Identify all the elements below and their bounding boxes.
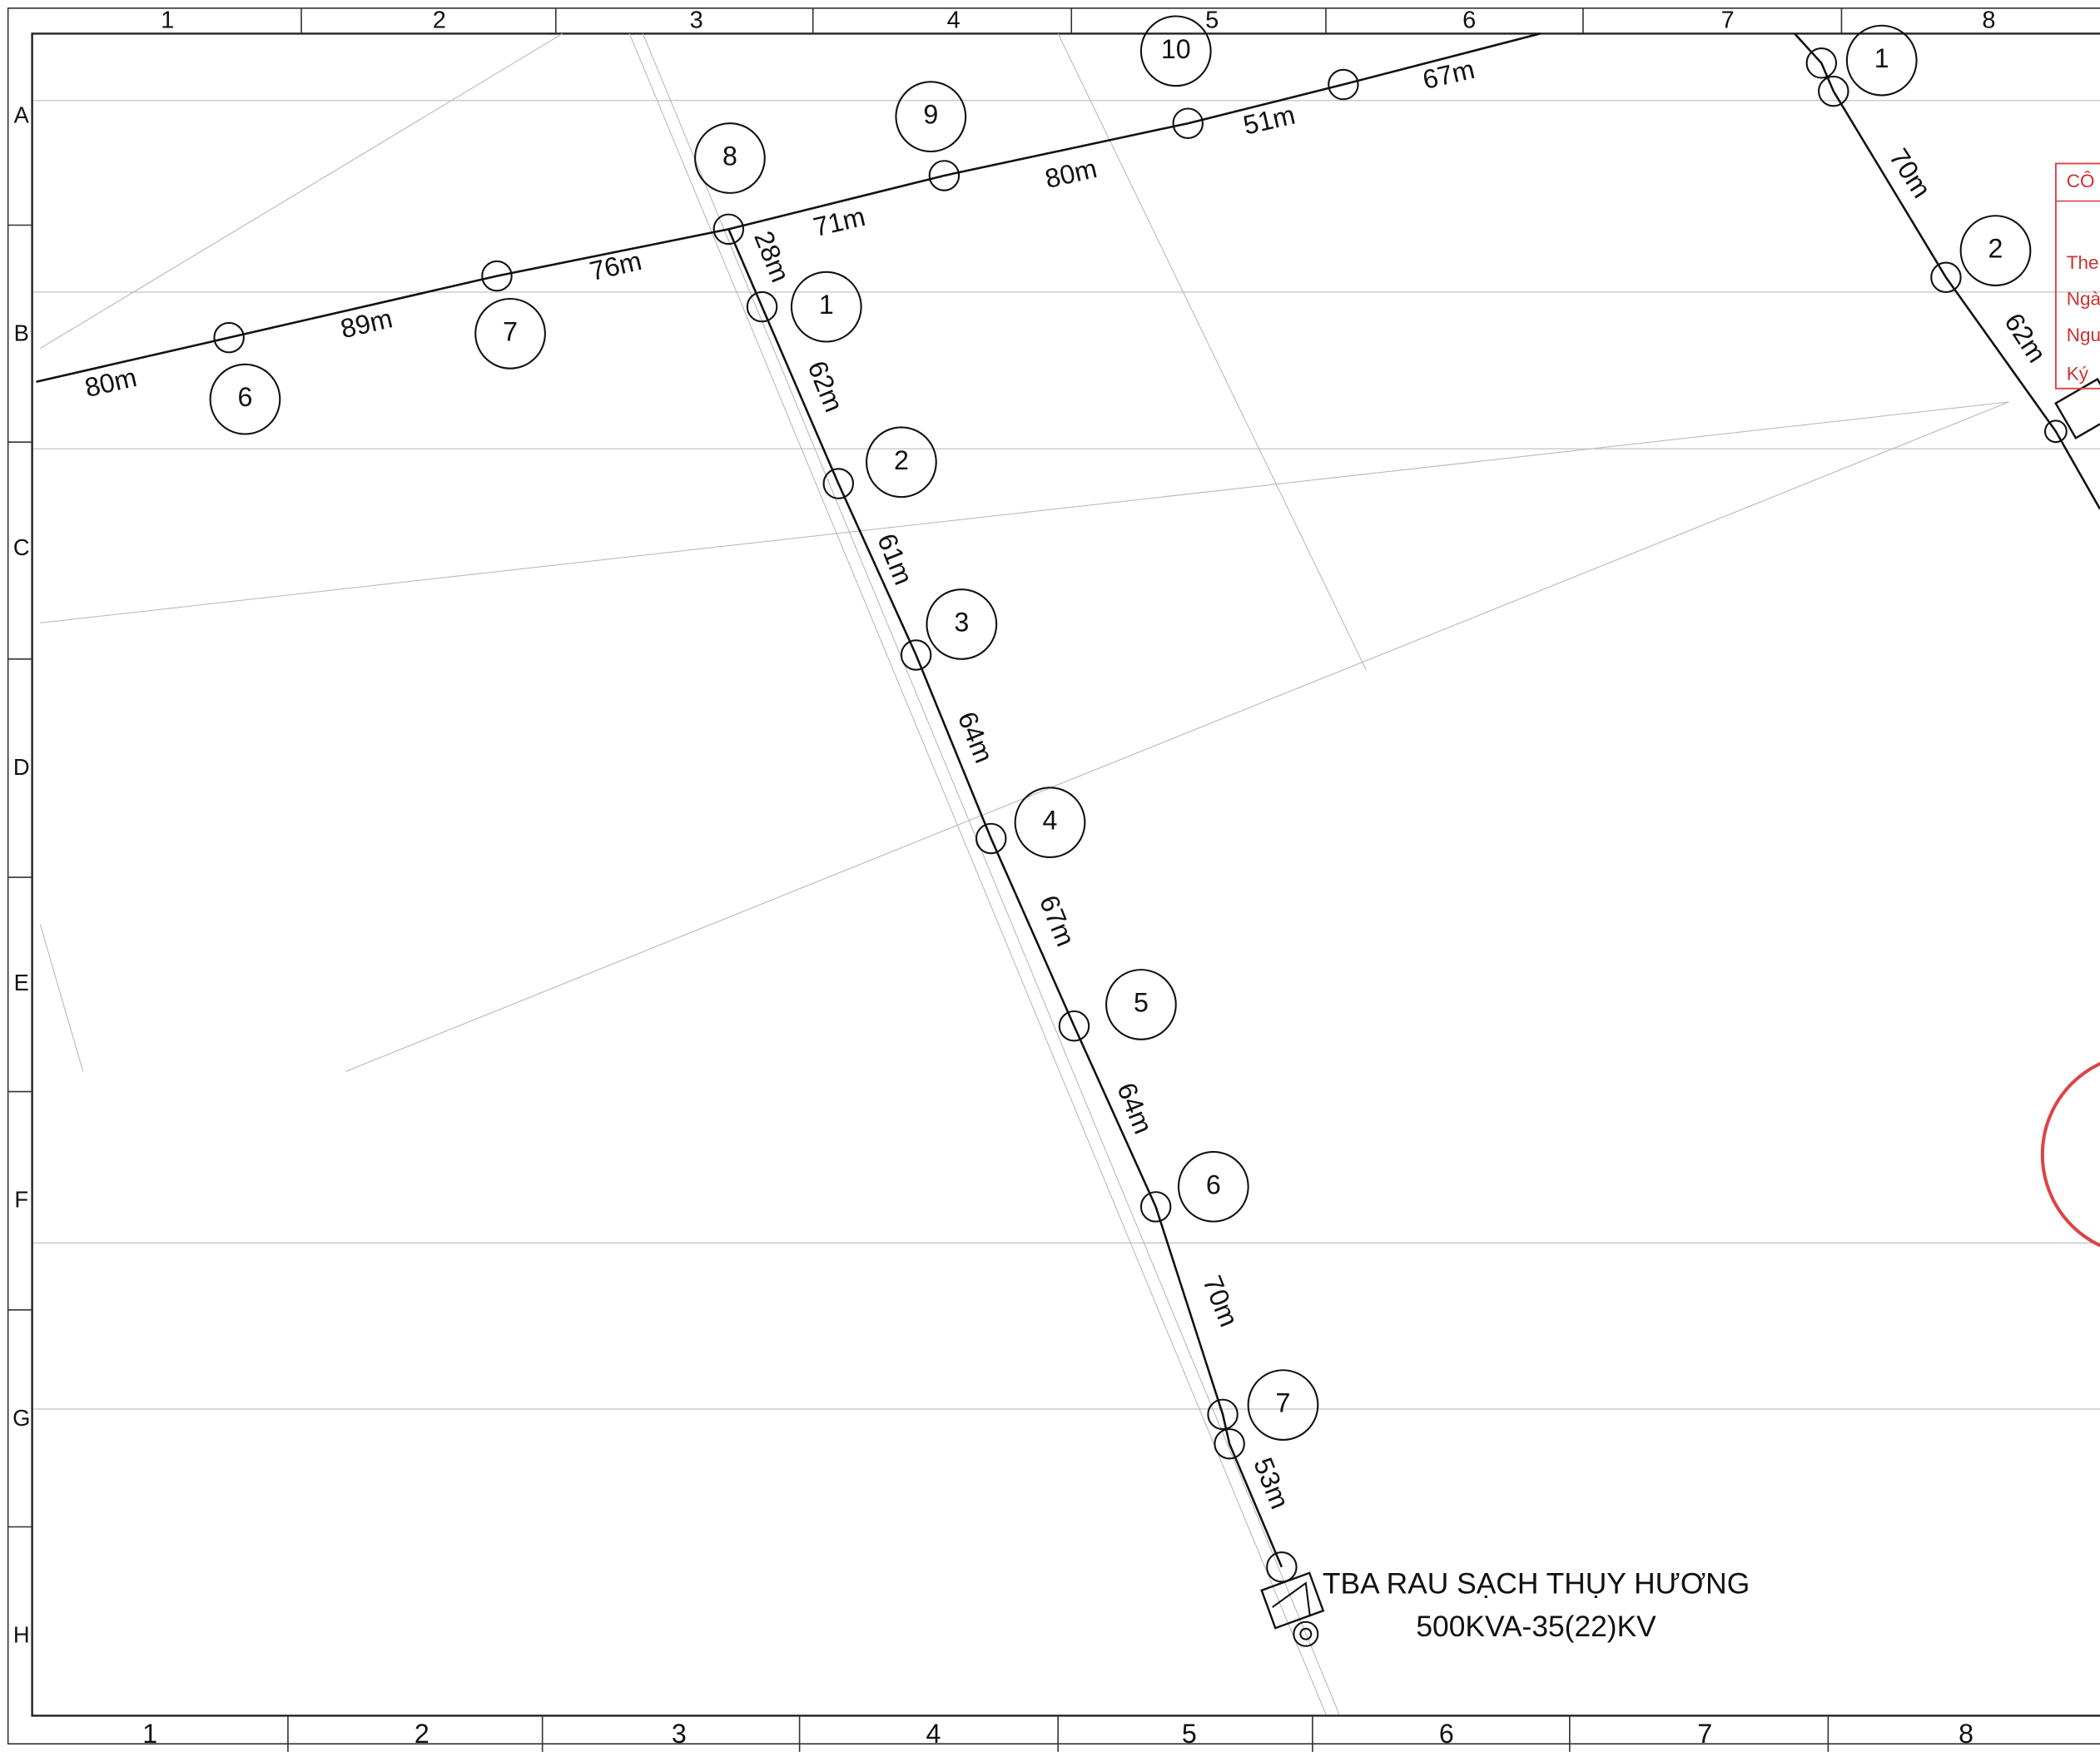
column-label: 6 (1439, 1719, 1454, 1749)
grid: 1 2 3 4 5 6 7 8 1 2 3 4 5 6 7 8 A B C D E F G H (7, 7, 1996, 1752)
line-c (1794, 32, 2100, 510)
row-label: C (13, 534, 30, 560)
pole-number-circle (1105, 969, 1177, 1040)
line-a (36, 32, 1541, 384)
pole (213, 321, 245, 354)
row-label: B (14, 320, 29, 346)
pole (1818, 75, 1849, 107)
pole (481, 260, 513, 292)
pole (975, 822, 1007, 855)
pole-number: 2 (1988, 234, 2003, 264)
pole (1299, 1627, 1313, 1640)
pole (1805, 47, 1838, 79)
stamp-text: Ngu (2067, 325, 2100, 345)
pole (1328, 68, 1359, 101)
pole (712, 213, 745, 246)
column-label: 2 (415, 1719, 429, 1749)
pole-number: 6 (1206, 1169, 1221, 1199)
pole (1214, 1427, 1245, 1460)
pole-number-circle (209, 363, 281, 435)
inner-frame (31, 32, 2100, 1717)
pole-number: 10 (1161, 34, 1191, 64)
column-label: 7 (1697, 1719, 1712, 1749)
column-label: 5 (1182, 1719, 1197, 1749)
stamp-box (2040, 162, 2100, 1248)
pole-number-circle (866, 426, 937, 499)
stamp-text: The (2067, 252, 2099, 273)
pole-number: 5 (1134, 987, 1149, 1017)
row-label: E (14, 970, 29, 995)
pole (1930, 261, 1962, 293)
column-label: 7 (1721, 7, 1735, 34)
pole-number-circle (694, 122, 766, 194)
pole (746, 290, 778, 323)
pole-number: 8 (722, 141, 737, 171)
pole (928, 160, 961, 191)
pole-number-circle (1247, 1369, 1319, 1441)
transformer-symbol (1260, 1571, 1325, 1630)
row-label: D (13, 754, 30, 780)
column-label: 3 (672, 1719, 687, 1749)
stamp-text: CÔ (2067, 171, 2095, 191)
transformer-symbol (2054, 377, 2100, 439)
transformer-symbol (1271, 1581, 1311, 1616)
pole (1266, 1551, 1298, 1583)
row-label: F (14, 1187, 28, 1213)
pole-number: 9 (923, 100, 938, 130)
row-label: A (14, 102, 30, 127)
column-label: 4 (947, 7, 961, 34)
pole-number-circle (926, 588, 998, 660)
pole (1293, 1620, 1319, 1647)
row-label: G (12, 1405, 30, 1431)
pole (1139, 1191, 1172, 1223)
column-label: 3 (690, 7, 703, 34)
pole-number-circle (474, 297, 546, 370)
pole-number: 1 (819, 290, 834, 320)
pole-number-circle (1845, 24, 1918, 97)
pole-number-circle (1014, 787, 1086, 859)
pole-number-circle (790, 270, 862, 343)
pole-number: 4 (1043, 806, 1058, 836)
column-label: 6 (1462, 7, 1476, 34)
column-label: 1 (142, 1719, 157, 1749)
column-label: 8 (1982, 7, 1995, 34)
pole (1207, 1398, 1239, 1431)
pole-number: 3 (954, 607, 969, 637)
pole-number: 6 (238, 382, 253, 412)
transformer-rating: 500KVA-35(22)KV (1416, 1611, 1656, 1643)
pole-number-circle (1177, 1150, 1249, 1223)
pole-number-circle (895, 81, 967, 153)
pole (2043, 419, 2068, 444)
pole-number-circle (1139, 15, 1212, 87)
transformer-name: TBA RAU SẠCH THỤY HƯƠNG (1323, 1568, 1750, 1601)
pole-number: 7 (1276, 1388, 1291, 1418)
column-label: 1 (161, 7, 174, 34)
stamp-text: Ký (2067, 364, 2089, 385)
pole (1058, 1010, 1090, 1042)
column-label: 8 (1959, 1719, 1973, 1749)
pole (822, 468, 855, 499)
pole-number: 7 (503, 316, 518, 346)
row-label: H (13, 1622, 30, 1648)
pole (1172, 107, 1204, 139)
pole-number: 1 (1874, 43, 1889, 73)
column-label: 4 (926, 1719, 941, 1749)
column-label: 5 (1205, 7, 1219, 34)
outer-frame (7, 7, 2100, 1745)
seal (2040, 1061, 2100, 1248)
stamp-text: Ngà (2067, 289, 2100, 310)
pole-number: 2 (894, 445, 909, 475)
pole-number-circle (1959, 215, 2032, 286)
column-label: 2 (433, 7, 446, 34)
pole (900, 639, 932, 671)
